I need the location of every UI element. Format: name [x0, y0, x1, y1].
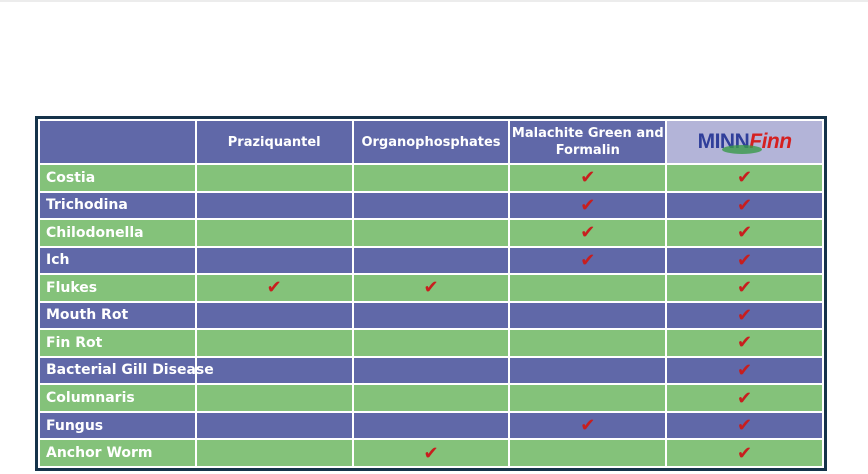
cell-organophosphates	[353, 220, 509, 246]
treatment-comparison-table: Praziquantel Organophosphates Malachite …	[38, 119, 824, 468]
table-body: Costia ✔ ✔ Trichodina ✔ ✔ Chilodonella ✔ ✔ Ich ✔ ✔ F…	[40, 165, 822, 466]
cell-organophosphates	[353, 247, 509, 274]
table-row: Ich ✔ ✔	[40, 247, 822, 274]
cell-disease-name: Flukes	[40, 275, 195, 301]
checkmark-icon: ✔	[580, 249, 596, 271]
cell-malachite-green-formalin: ✔	[510, 192, 666, 219]
cell-minnfinn: ✔	[667, 275, 822, 301]
cell-minnfinn: ✔	[667, 385, 822, 411]
checkmark-icon: ✔	[737, 167, 753, 189]
checkmark-icon: ✔	[737, 387, 753, 409]
cell-disease-name: Anchor Worm	[40, 440, 195, 466]
table-row: Flukes ✔ ✔ ✔	[40, 275, 822, 301]
cell-disease-name: Costia	[40, 165, 195, 191]
cell-malachite-green-formalin	[510, 330, 666, 356]
cell-minnfinn: ✔	[667, 330, 822, 356]
cell-disease-name: Fungus	[40, 412, 195, 439]
checkmark-icon: ✔	[737, 194, 753, 216]
cell-disease-name: Columnaris	[40, 385, 195, 411]
cell-organophosphates: ✔	[353, 440, 509, 466]
checkmark-icon: ✔	[580, 167, 596, 189]
cell-minnfinn: ✔	[667, 192, 822, 219]
header-minnfinn-logo: MINNFinn	[667, 121, 822, 163]
cell-disease-name: Chilodonella	[40, 220, 195, 246]
checkmark-icon: ✔	[737, 222, 753, 244]
checkmark-icon: ✔	[423, 277, 439, 299]
cell-organophosphates	[353, 412, 509, 439]
checkmark-icon: ✔	[580, 415, 596, 437]
cell-praziquantel	[196, 385, 352, 411]
cell-disease-name: Mouth Rot	[40, 302, 195, 329]
cell-disease-name: Ich	[40, 247, 195, 274]
cell-minnfinn: ✔	[667, 247, 822, 274]
cell-disease-name: Fin Rot	[40, 330, 195, 356]
cell-malachite-green-formalin	[510, 385, 666, 411]
table-row: Trichodina ✔ ✔	[40, 192, 822, 219]
table-row: Costia ✔ ✔	[40, 165, 822, 191]
comparison-table-frame: Praziquantel Organophosphates Malachite …	[35, 116, 827, 471]
checkmark-icon: ✔	[737, 249, 753, 271]
table-row: Fin Rot ✔	[40, 330, 822, 356]
cell-praziquantel	[196, 440, 352, 466]
table-row: Columnaris ✔	[40, 385, 822, 411]
cell-minnfinn: ✔	[667, 412, 822, 439]
cell-organophosphates	[353, 330, 509, 356]
cell-organophosphates	[353, 192, 509, 219]
cell-praziquantel	[196, 165, 352, 191]
top-divider	[0, 0, 868, 2]
cell-praziquantel	[196, 220, 352, 246]
cell-minnfinn: ✔	[667, 220, 822, 246]
header-disease	[40, 121, 195, 163]
table-row: Fungus ✔ ✔	[40, 412, 822, 439]
cell-malachite-green-formalin	[510, 275, 666, 301]
cell-praziquantel	[196, 302, 352, 329]
cell-praziquantel	[196, 330, 352, 356]
logo-swoosh-shape	[721, 145, 762, 154]
header-organophosphates: Organophosphates	[353, 121, 509, 163]
cell-disease-name: Trichodina	[40, 192, 195, 219]
table-row: Anchor Worm ✔ ✔	[40, 440, 822, 466]
header-malachite-green-formalin: Malachite Green and Formalin	[510, 121, 666, 163]
cell-praziquantel: ✔	[196, 275, 352, 301]
minnfinn-logo: MINNFinn	[698, 130, 792, 154]
checkmark-icon: ✔	[423, 442, 439, 464]
cell-malachite-green-formalin: ✔	[510, 247, 666, 274]
checkmark-icon: ✔	[737, 304, 753, 326]
checkmark-icon: ✔	[737, 332, 753, 354]
cell-malachite-green-formalin: ✔	[510, 220, 666, 246]
cell-malachite-green-formalin	[510, 440, 666, 466]
cell-organophosphates: ✔	[353, 275, 509, 301]
checkmark-icon: ✔	[737, 277, 753, 299]
checkmark-icon: ✔	[737, 415, 753, 437]
cell-organophosphates	[353, 302, 509, 329]
cell-malachite-green-formalin: ✔	[510, 165, 666, 191]
checkmark-icon: ✔	[737, 359, 753, 381]
cell-minnfinn: ✔	[667, 302, 822, 329]
checkmark-icon: ✔	[580, 194, 596, 216]
table-row: Bacterial Gill Disease ✔	[40, 357, 822, 384]
cell-malachite-green-formalin	[510, 357, 666, 384]
checkmark-icon: ✔	[737, 442, 753, 464]
cell-praziquantel	[196, 412, 352, 439]
header-row: Praziquantel Organophosphates Malachite …	[40, 121, 822, 163]
checkmark-icon: ✔	[266, 277, 282, 299]
cell-minnfinn: ✔	[667, 440, 822, 466]
checkmark-icon: ✔	[580, 222, 596, 244]
cell-organophosphates	[353, 165, 509, 191]
header-praziquantel: Praziquantel	[196, 121, 352, 163]
cell-praziquantel	[196, 192, 352, 219]
cell-minnfinn: ✔	[667, 357, 822, 384]
header-malachite-line1: Malachite Green and	[511, 126, 664, 141]
table-row: Chilodonella ✔ ✔	[40, 220, 822, 246]
cell-praziquantel	[196, 357, 352, 384]
cell-malachite-green-formalin: ✔	[510, 412, 666, 439]
cell-malachite-green-formalin	[510, 302, 666, 329]
cell-organophosphates	[353, 357, 509, 384]
header-malachite-line2: Formalin	[555, 143, 620, 158]
table-row: Mouth Rot ✔	[40, 302, 822, 329]
cell-minnfinn: ✔	[667, 165, 822, 191]
cell-organophosphates	[353, 385, 509, 411]
cell-praziquantel	[196, 247, 352, 274]
cell-disease-name: Bacterial Gill Disease	[40, 357, 214, 384]
